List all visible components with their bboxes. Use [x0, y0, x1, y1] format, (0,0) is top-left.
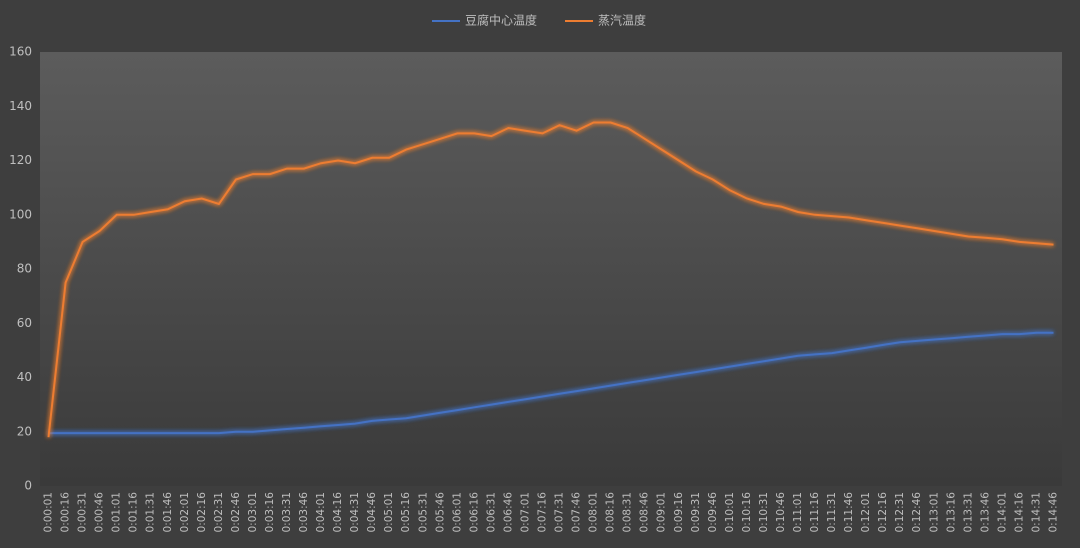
x-tick-label: 0:07:31 — [554, 492, 566, 532]
x-tick-label: 0:10:31 — [758, 492, 770, 532]
y-tick-label: 40 — [17, 370, 32, 384]
x-tick-label: 0:03:46 — [298, 492, 310, 533]
x-tick-label: 0:03:01 — [247, 492, 259, 532]
line-series — [48, 331, 1054, 435]
x-tick-label: 0:08:01 — [588, 492, 600, 532]
x-tick-label: 0:14:46 — [1047, 492, 1059, 533]
x-tick-label: 0:12:46 — [911, 492, 923, 533]
x-tick-label: 0:05:01 — [383, 492, 395, 532]
x-tick-label: 0:06:46 — [502, 492, 514, 533]
legend-label: 蒸汽温度 — [598, 13, 646, 28]
x-tick-label: 0:03:16 — [264, 492, 276, 533]
x-tick-label: 0:12:16 — [877, 492, 889, 533]
x-tick-label: 0:04:16 — [332, 492, 344, 533]
y-tick-label: 0 — [24, 479, 32, 493]
x-tick-label: 0:01:31 — [145, 492, 157, 532]
x-tick-label: 0:10:46 — [775, 492, 787, 533]
x-tick-label: 0:11:16 — [809, 492, 821, 533]
x-tick-label: 0:09:01 — [656, 492, 668, 532]
x-tick-label: 0:10:01 — [724, 492, 736, 532]
x-tick-label: 0:14:16 — [1013, 492, 1025, 533]
x-tick-label: 0:02:01 — [179, 492, 191, 532]
x-tick-label: 0:13:01 — [928, 492, 940, 532]
x-tick-label: 0:00:46 — [94, 492, 106, 533]
x-tick-label: 0:01:16 — [128, 492, 140, 533]
x-tick-label: 0:04:01 — [315, 492, 327, 532]
line-series — [47, 121, 1054, 438]
x-tick-label: 0:06:31 — [485, 492, 497, 532]
y-tick-label: 80 — [17, 262, 32, 276]
x-tick-label: 0:05:46 — [434, 492, 446, 533]
x-tick-label: 0:06:01 — [451, 492, 463, 532]
x-tick-label: 0:09:46 — [707, 492, 719, 533]
x-tick-label: 0:00:31 — [77, 492, 89, 532]
x-tick-label: 0:09:16 — [673, 492, 685, 533]
x-tick-label: 0:10:16 — [741, 492, 753, 533]
x-tick-label: 0:11:01 — [792, 492, 804, 532]
x-tick-label: 0:11:46 — [843, 492, 855, 533]
x-tick-label: 0:12:01 — [860, 492, 872, 532]
x-tick-label: 0:13:46 — [979, 492, 991, 533]
y-tick-label: 60 — [17, 316, 32, 330]
x-tick-label: 0:02:46 — [230, 492, 242, 533]
x-tick-label: 0:02:16 — [196, 492, 208, 533]
x-tick-label: 0:08:31 — [622, 492, 634, 532]
y-tick-label: 140 — [9, 99, 32, 113]
y-tick-label: 120 — [9, 153, 32, 167]
legend-label: 豆腐中心温度 — [465, 13, 537, 28]
y-tick-label: 100 — [9, 207, 32, 221]
x-tick-label: 0:07:01 — [519, 492, 531, 532]
x-tick-label: 0:02:31 — [213, 492, 225, 532]
x-tick-label: 0:04:31 — [349, 492, 361, 532]
x-tick-label: 0:05:31 — [417, 492, 429, 532]
x-tick-label: 0:01:46 — [162, 492, 174, 533]
x-tick-label: 0:06:16 — [468, 492, 480, 533]
x-tick-label: 0:14:31 — [1030, 492, 1042, 532]
x-tick-label: 0:13:16 — [945, 492, 957, 533]
x-tick-label: 0:14:01 — [996, 492, 1008, 532]
x-tick-label: 0:12:31 — [894, 492, 906, 532]
x-tick-label: 0:04:46 — [366, 492, 378, 533]
x-tick-label: 0:00:01 — [43, 492, 55, 532]
x-tick-label: 0:03:31 — [281, 492, 293, 532]
x-tick-label: 0:11:31 — [826, 492, 838, 532]
plot-area — [40, 52, 1062, 486]
x-tick-label: 0:09:31 — [690, 492, 702, 532]
x-tick-label: 0:05:16 — [400, 492, 412, 533]
x-tick-label: 0:07:46 — [571, 492, 583, 533]
x-tick-label: 0:07:16 — [536, 492, 548, 533]
x-tick-label: 0:08:46 — [639, 492, 651, 533]
x-tick-label: 0:13:31 — [962, 492, 974, 532]
x-tick-label: 0:00:16 — [60, 492, 72, 533]
x-tick-label: 0:08:16 — [605, 492, 617, 533]
x-tick-label: 0:01:01 — [111, 492, 123, 532]
y-tick-label: 160 — [9, 45, 32, 59]
y-tick-label: 20 — [17, 424, 32, 438]
